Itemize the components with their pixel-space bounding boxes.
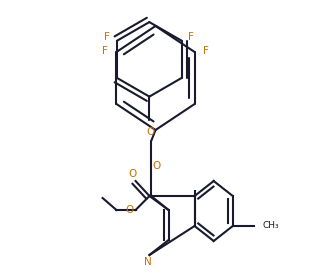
- Text: F: F: [203, 46, 209, 56]
- Text: CH₃: CH₃: [262, 222, 279, 230]
- Text: N: N: [144, 257, 152, 267]
- Text: F: F: [105, 31, 110, 42]
- Text: O: O: [125, 205, 134, 215]
- Text: F: F: [188, 31, 194, 42]
- Text: F: F: [102, 46, 108, 56]
- Text: O: O: [129, 169, 137, 179]
- Text: O: O: [147, 127, 155, 137]
- Text: O: O: [152, 161, 160, 171]
